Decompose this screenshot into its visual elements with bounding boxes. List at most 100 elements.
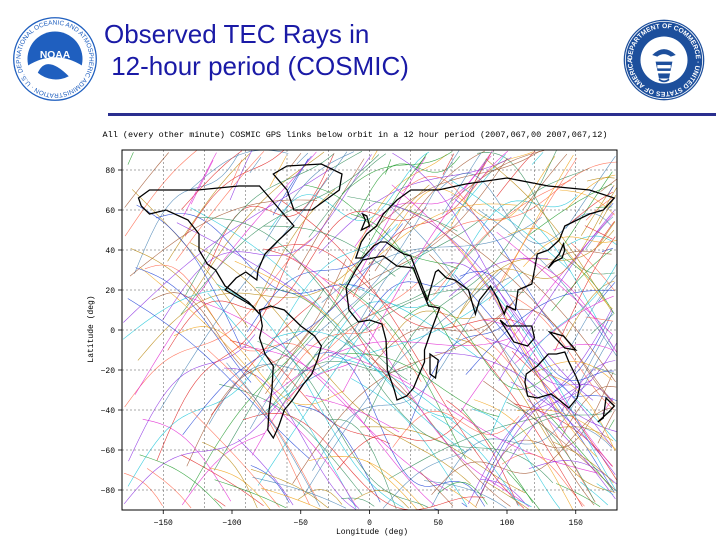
ray-track: [510, 381, 616, 475]
ray-track: [321, 217, 542, 303]
coastline: [597, 396, 616, 423]
ray-track: [180, 454, 264, 507]
ray-track: [392, 152, 536, 342]
ray-track: [579, 321, 613, 385]
coastline: [354, 177, 616, 317]
ray-track: [354, 150, 493, 247]
ray-track: [206, 348, 318, 500]
ray-track: [146, 468, 192, 509]
ray-track: [181, 432, 265, 506]
ray-track: [250, 465, 290, 503]
ray-track: [423, 480, 507, 509]
ray-track: [207, 153, 335, 270]
ray-track: [389, 202, 594, 401]
ray-track: [549, 374, 616, 452]
coastline: [429, 352, 440, 380]
ray-track: [564, 280, 615, 340]
ray-track: [584, 225, 613, 240]
svg-text:NOAA: NOAA: [40, 50, 71, 61]
ray-track: [162, 154, 372, 321]
coastline: [547, 241, 566, 269]
ray-track: [455, 338, 616, 493]
ray-track: [580, 481, 609, 506]
ray-track: [303, 184, 459, 270]
ray-track: [562, 171, 613, 247]
ray-track: [498, 210, 615, 382]
ray-track: [587, 177, 615, 182]
ray-track: [314, 352, 486, 507]
ray-track: [419, 471, 454, 507]
ray-track: [189, 242, 471, 485]
x-tick-label: −100: [222, 519, 241, 528]
ray-track: [124, 150, 197, 237]
y-tick-label: −60: [101, 447, 116, 456]
ray-track: [371, 150, 378, 160]
ray-track: [308, 153, 386, 238]
ray-track: [267, 244, 527, 330]
ray-track: [297, 158, 365, 270]
ray-track: [559, 255, 615, 314]
ray-track: [514, 295, 614, 364]
ray-track: [516, 409, 617, 450]
coastline: [137, 185, 295, 315]
ray-track: [608, 419, 615, 430]
ray-track: [566, 275, 617, 355]
ray-track: [324, 195, 578, 356]
ray-track: [180, 154, 380, 315]
ray-track: [488, 157, 578, 302]
ray-track: [303, 269, 503, 496]
ray-track: [167, 207, 427, 351]
ray-track: [249, 150, 460, 430]
ray-track: [585, 216, 614, 250]
ray-track: [134, 152, 240, 274]
ray-track: [461, 502, 468, 508]
ray-track: [482, 319, 566, 433]
ray-track: [368, 203, 517, 266]
ray-track: [289, 153, 302, 168]
ray-track: [214, 498, 226, 507]
ray-track: [155, 213, 366, 294]
ray-track: [552, 441, 614, 484]
ray-track: [461, 408, 534, 503]
coastline: [258, 305, 323, 440]
y-axis-label: Latitude (deg): [87, 295, 96, 362]
ray-track: [229, 149, 253, 201]
ray-track: [181, 150, 243, 210]
ray-track: [463, 150, 508, 200]
noaa-logo-icon: NATIONAL OCEANIC AND ATMOSPHERIC ADMINIS…: [12, 16, 97, 101]
ray-track: [523, 236, 617, 268]
ray-track: [598, 221, 616, 247]
y-tick-label: 60: [105, 207, 115, 216]
ray-track: [185, 153, 335, 296]
ray-track: [468, 323, 596, 503]
ray-track: [198, 217, 408, 381]
ray-track: [395, 156, 556, 231]
ray-track: [509, 496, 532, 508]
ray-track: [308, 455, 425, 510]
ray-track: [451, 187, 618, 329]
ray-track: [252, 189, 336, 313]
x-tick-label: 150: [569, 519, 584, 528]
ray-track: [596, 483, 614, 496]
ray-track: [208, 250, 430, 425]
ray-track: [247, 228, 391, 333]
ray-track: [265, 151, 355, 241]
ray-track: [501, 154, 574, 284]
ray-track: [342, 155, 492, 393]
ray-track: [531, 152, 544, 165]
ray-track: [336, 417, 464, 471]
ray-track: [297, 404, 381, 503]
ray-track: [478, 209, 617, 356]
ray-track: [123, 403, 279, 504]
ray-track: [585, 316, 614, 322]
ray-track: [446, 400, 519, 506]
ray-track: [381, 310, 476, 353]
y-axis: 80 60 40 20 0 −20 −40 −60 −80: [101, 167, 122, 496]
ray-track: [424, 161, 617, 249]
coastline: [499, 319, 536, 347]
ray-track: [598, 282, 616, 302]
ray-track: [257, 341, 429, 508]
ray-track: [127, 298, 310, 459]
y-tick-label: −40: [101, 407, 116, 416]
coastline: [272, 163, 343, 211]
